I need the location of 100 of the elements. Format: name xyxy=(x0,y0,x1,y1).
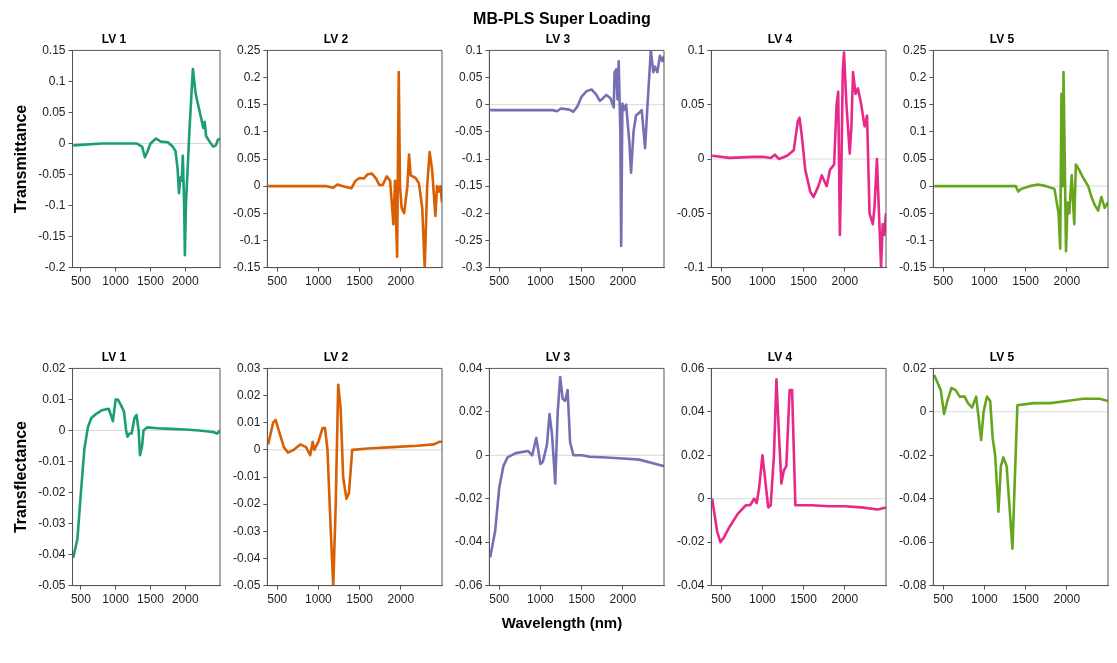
y-tick-label: 0.05 xyxy=(680,97,705,112)
y-tick-label: -0.02 xyxy=(898,447,927,462)
x-tick-label: 1500 xyxy=(790,592,818,607)
x-tick-label: 500 xyxy=(489,274,510,289)
x-tick-label: 500 xyxy=(70,592,92,607)
x-tick-label: 1500 xyxy=(568,274,596,289)
y-tick-label: -0.06 xyxy=(898,534,927,549)
chart-title: LV 2 xyxy=(323,349,349,364)
x-tick-label: 1500 xyxy=(137,592,165,607)
x-tick-label: 1000 xyxy=(749,592,777,607)
x-tick-label: 1500 xyxy=(137,274,165,289)
y-tick-label: -0.05 xyxy=(232,205,261,220)
x-axis-title: Wavelength (nm) xyxy=(501,614,623,631)
y-tick-label: -0.02 xyxy=(38,484,66,499)
y-tick-label: -0.1 xyxy=(44,197,66,212)
chart-title: LV 4 xyxy=(767,349,793,364)
x-tick-label: 500 xyxy=(933,274,954,289)
chart-title: LV 1 xyxy=(101,349,127,364)
x-tick-label: 2000 xyxy=(1053,274,1081,289)
y-tick-label: 0 xyxy=(697,151,705,166)
y-tick-label: -0.04 xyxy=(232,550,261,565)
x-tick-label: 2000 xyxy=(171,592,199,607)
y-tick-label: 0 xyxy=(919,178,927,193)
y-tick-label: 0 xyxy=(475,447,483,462)
y-tick-label: -0.05 xyxy=(38,166,66,181)
y-tick-label: 0.02 xyxy=(42,360,66,375)
x-tick-label: 1000 xyxy=(102,274,130,289)
y-tick-label: 0 xyxy=(58,422,66,437)
x-tick-label: 500 xyxy=(489,592,510,607)
x-tick-label: 1500 xyxy=(1012,274,1040,289)
x-tick-label: 1000 xyxy=(527,592,555,607)
y-tick-label: 0.02 xyxy=(680,447,705,462)
y-tick-label: -0.03 xyxy=(232,523,261,538)
x-tick-label: 500 xyxy=(267,274,288,289)
y-tick-label: 0.1 xyxy=(687,42,705,57)
chart-title: LV 2 xyxy=(323,31,349,46)
y-tick-label: -0.15 xyxy=(898,259,927,274)
y-tick-label: -0.01 xyxy=(38,453,66,468)
y-tick-label: 0.25 xyxy=(902,42,927,57)
y-tick-label: -0.05 xyxy=(676,205,705,220)
y-tick-label: 0.05 xyxy=(458,69,483,84)
y-tick-label: -0.04 xyxy=(898,491,927,506)
x-tick-label: 500 xyxy=(70,274,92,289)
x-tick-label: 2000 xyxy=(387,274,415,289)
chart-title: LV 5 xyxy=(989,349,1015,364)
y-tick-label: -0.02 xyxy=(454,491,483,506)
y-tick-label: -0.04 xyxy=(38,546,66,561)
y-tick-label: -0.04 xyxy=(676,577,705,592)
y-tick-label: -0.3 xyxy=(461,259,483,274)
y-tick-label: -0.05 xyxy=(38,577,66,592)
y-tick-label: 0.2 xyxy=(909,69,927,84)
y-tick-label: 0 xyxy=(253,442,261,457)
y-axis-title: Transmittance xyxy=(12,104,30,214)
y-tick-label: -0.04 xyxy=(454,534,483,549)
x-tick-label: 1000 xyxy=(527,274,555,289)
y-tick-label: -0.05 xyxy=(898,205,927,220)
x-tick-label: 1000 xyxy=(305,592,333,607)
y-tick-label: 0.02 xyxy=(458,404,483,419)
y-tick-label: -0.2 xyxy=(44,259,66,274)
y-tick-label: 0.02 xyxy=(236,387,261,402)
y-tick-label: 0 xyxy=(253,178,261,193)
y-tick-label: -0.25 xyxy=(454,232,483,247)
y-tick-label: -0.1 xyxy=(683,259,705,274)
y-tick-label: 0.05 xyxy=(236,151,261,166)
y-tick-label: 0.02 xyxy=(902,360,927,375)
y-tick-label: 0 xyxy=(919,404,927,419)
x-tick-label: 1000 xyxy=(102,592,130,607)
y-tick-label: 0.04 xyxy=(458,360,483,375)
y-tick-label: 0.1 xyxy=(243,124,261,139)
y-tick-label: 0 xyxy=(58,135,66,150)
y-tick-label: 0.1 xyxy=(909,124,927,139)
x-tick-label: 2000 xyxy=(609,592,637,607)
y-tick-label: 0.15 xyxy=(42,42,66,57)
y-tick-label: -0.02 xyxy=(676,534,705,549)
text: MB-PLS Super Loading xyxy=(473,10,651,27)
x-tick-label: 1500 xyxy=(346,274,374,289)
y-tick-label: 0.06 xyxy=(680,360,705,375)
x-tick-label: 1500 xyxy=(790,274,818,289)
y-tick-label: 0.1 xyxy=(48,73,66,88)
y-tick-label: -0.05 xyxy=(454,124,483,139)
chart-title: LV 3 xyxy=(545,349,571,364)
y-tick-label: 0.25 xyxy=(236,42,261,57)
y-tick-label: 0.03 xyxy=(236,360,261,375)
y-axis-title: Transflectance xyxy=(12,420,30,534)
y-tick-label: 0.04 xyxy=(680,404,705,419)
y-tick-label: -0.1 xyxy=(239,232,261,247)
y-tick-label: -0.1 xyxy=(905,232,927,247)
chart-title: LV 4 xyxy=(767,31,793,46)
x-tick-label: 500 xyxy=(933,592,954,607)
y-tick-label: -0.06 xyxy=(454,577,483,592)
y-tick-label: 0.15 xyxy=(236,97,261,112)
x-tick-label: 2000 xyxy=(831,592,859,607)
x-tick-label: 1000 xyxy=(971,592,999,607)
x-tick-label: 1500 xyxy=(346,592,374,607)
y-tick-label: -0.1 xyxy=(461,151,483,166)
x-tick-label: 1000 xyxy=(305,274,333,289)
x-tick-label: 2000 xyxy=(171,274,199,289)
x-tick-label: 500 xyxy=(711,592,732,607)
x-tick-label: 500 xyxy=(267,592,288,607)
y-tick-label: 0.2 xyxy=(243,69,261,84)
